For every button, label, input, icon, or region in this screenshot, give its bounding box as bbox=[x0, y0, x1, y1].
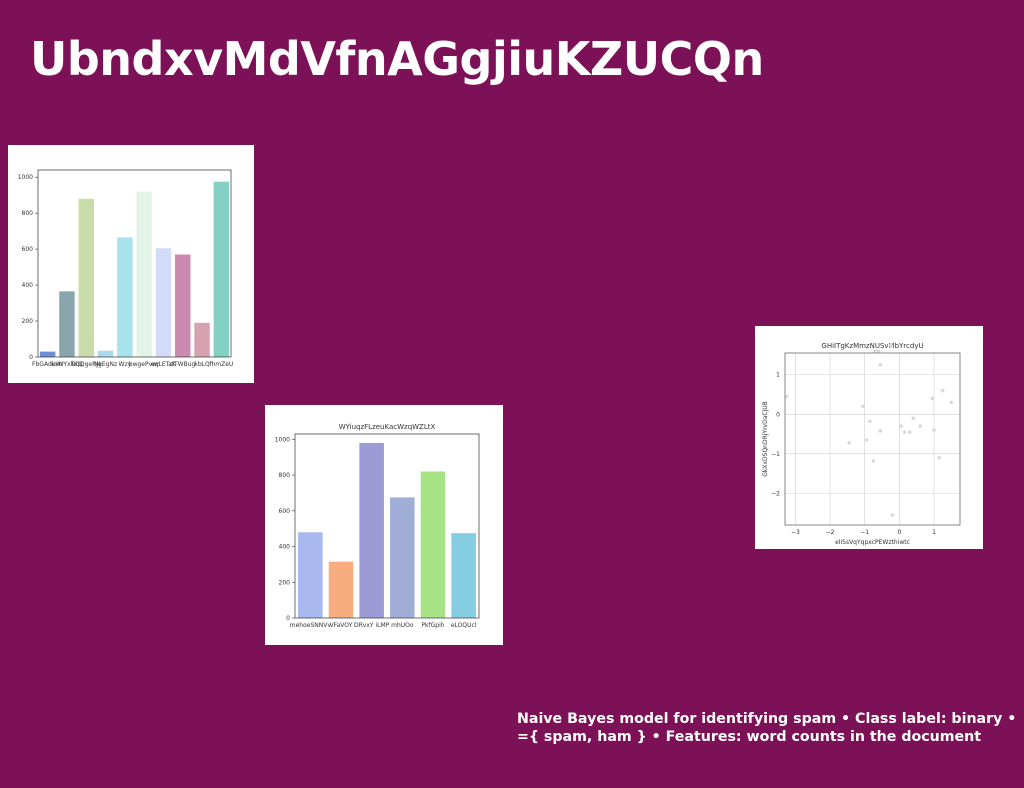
chart-1-xtick-label: dTWBug bbox=[170, 361, 195, 368]
chart-3-point bbox=[878, 363, 883, 367]
chart-3-ytick-label: 0 bbox=[776, 411, 780, 418]
chart-3-title: GHiITgKzMmzNUSvMbYrcdyU bbox=[821, 342, 923, 350]
chart-1-xtick-label: NQQgeRJg bbox=[71, 361, 102, 368]
chart-3-ytick-label: −1 bbox=[771, 451, 780, 458]
chart-3-point bbox=[784, 394, 789, 399]
chart-2-frame bbox=[294, 433, 480, 619]
chart-3-point bbox=[873, 349, 877, 353]
chart-2-xtick-label: DRvxY iLMP bbox=[354, 622, 390, 629]
chart-3-point bbox=[940, 388, 945, 393]
chart-1-ytick-label: 200 bbox=[22, 318, 34, 325]
bar-chart-2: WYiuqzFLzeuKacWzqWZLtX 0 200 400 600 800 1000 m… bbox=[275, 423, 480, 629]
chart-3-xtick-label: 1 bbox=[932, 529, 936, 536]
chart-3-ytick-label: 1 bbox=[776, 372, 780, 379]
chart-3-xtick-label: −2 bbox=[826, 529, 835, 536]
chart-3-ylabel: GkXxDSQnDRjYrvDaCjUB bbox=[762, 401, 769, 477]
chart-3-ytick-label: −2 bbox=[771, 490, 780, 497]
chart-2-bar bbox=[451, 533, 476, 618]
chart-1-xtick-label: kbLQ bbox=[194, 361, 210, 368]
chart-2-bar bbox=[359, 442, 384, 618]
chart-2-bar bbox=[420, 471, 446, 618]
chart-1-bar bbox=[39, 351, 56, 357]
chart-2-ytick-label: 400 bbox=[279, 544, 291, 551]
chart-2-ytick-label: 200 bbox=[279, 579, 291, 586]
chart-2-ytick-label: 800 bbox=[279, 472, 291, 479]
chart-1-bar bbox=[155, 248, 172, 357]
chart-1-bar bbox=[59, 291, 75, 357]
slide-caption: Naive Bayes model for identifying spam •… bbox=[517, 711, 1017, 745]
chart-1-xtick-label: fhmZeU bbox=[209, 361, 233, 368]
chart-3-xtick-label: 0 bbox=[897, 529, 901, 536]
chart-1-xtick-label: FbGAdkxN bbox=[32, 361, 63, 368]
chart-3-point bbox=[878, 429, 883, 433]
chart-1-xtick-label: uIXrYxTxQ bbox=[51, 361, 83, 368]
chart-1-ytick-label: 1000 bbox=[18, 174, 33, 181]
chart-3-point bbox=[871, 459, 876, 463]
chart-3-point bbox=[890, 513, 895, 517]
chart-2-xtick-label: eLOQUcl bbox=[451, 622, 477, 629]
chart-1-xtick-label: Wzy bbox=[119, 361, 132, 368]
scatter-chart: GHiITgKzMmzNUSvMbYrcdyU −3 −2 −1 0 1 −2 −1 0 1 eli… bbox=[762, 342, 961, 546]
chart-3-point bbox=[876, 349, 881, 353]
chart-3-point bbox=[911, 416, 916, 421]
chart-3-xtick-label: −3 bbox=[791, 529, 800, 536]
chart-1-bar bbox=[136, 191, 152, 357]
chart-1-xtick-label: eqLETaK bbox=[151, 361, 177, 368]
chart-2-xtick-label: VFaVOY bbox=[330, 622, 353, 629]
chart-2-bar bbox=[298, 532, 323, 618]
bar-chart-1: 0 200 400 600 800 1000 FbGAdkxNuIXrYxTxQNQQgeR… bbox=[18, 169, 233, 368]
chart-1-bar bbox=[194, 322, 210, 357]
chart-3-point bbox=[868, 419, 872, 424]
chart-3-point bbox=[902, 430, 907, 434]
chart-3-point bbox=[937, 455, 942, 460]
chart-3-point bbox=[847, 440, 851, 445]
chart-1-frame bbox=[37, 169, 232, 358]
chart-panel-2: WYiuqzFLzeuKacWzqWZLtX 0 200 400 600 800 1000 m… bbox=[265, 405, 503, 645]
chart-3-frame bbox=[784, 352, 961, 526]
chart-3-point bbox=[918, 424, 922, 428]
chart-1-ytick-label: 0 bbox=[29, 354, 33, 361]
chart-2-ytick-label: 0 bbox=[286, 615, 290, 622]
chart-2-title: WYiuqzFLzeuKacWzqWZLtX bbox=[339, 423, 436, 431]
chart-2-xtick-label: mehoeSNNVv bbox=[290, 622, 332, 629]
chart-1-xtick-label: NkEgNz bbox=[94, 361, 117, 368]
chart-3-point bbox=[861, 404, 865, 409]
chart-3-point bbox=[932, 428, 936, 432]
chart-1-ytick-label: 800 bbox=[22, 210, 34, 217]
chart-1-bar bbox=[78, 198, 94, 357]
slide-title: UbndxvMdVfnAGgjiuKZUCQn bbox=[30, 32, 764, 86]
chart-1-bar bbox=[175, 254, 191, 357]
chart-1-ytick-label: 400 bbox=[22, 282, 34, 289]
chart-3-point bbox=[907, 430, 912, 434]
chart-1-xtick-label: bwgePvwr bbox=[129, 361, 160, 368]
chart-3-xlabel: eliSsVqYqpxcPEWzthiwtc bbox=[835, 539, 910, 546]
chart-3-point bbox=[864, 438, 869, 442]
chart-panel-1: 0 200 400 600 800 1000 FbGAdkxN uIXrYxTxQ NQQgeR… bbox=[8, 145, 254, 383]
chart-1-bar bbox=[97, 350, 114, 357]
chart-3-point bbox=[888, 343, 893, 347]
chart-3-point bbox=[949, 400, 954, 405]
chart-2-ytick-label: 1000 bbox=[275, 436, 290, 443]
chart-1-bar bbox=[117, 237, 133, 357]
chart-2-ytick-label: 600 bbox=[279, 508, 291, 515]
chart-1-ytick-label: 600 bbox=[22, 246, 34, 253]
chart-3-point bbox=[899, 424, 903, 428]
chart-3-point bbox=[930, 396, 935, 401]
chart-3-xtick-label: −1 bbox=[860, 529, 869, 536]
chart-1-bar bbox=[213, 181, 230, 357]
chart-2-bar bbox=[328, 561, 354, 618]
chart-2-bar bbox=[390, 497, 415, 618]
chart-panel-3: GHiITgKzMmzNUSvMbYrcdyU −3 −2 −1 0 1 −2 −1 0 1 eli… bbox=[755, 326, 983, 549]
chart-2-xtick-label: mhUOo bbox=[391, 622, 414, 629]
chart-2-xtick-label: PkfGpih bbox=[421, 622, 444, 629]
